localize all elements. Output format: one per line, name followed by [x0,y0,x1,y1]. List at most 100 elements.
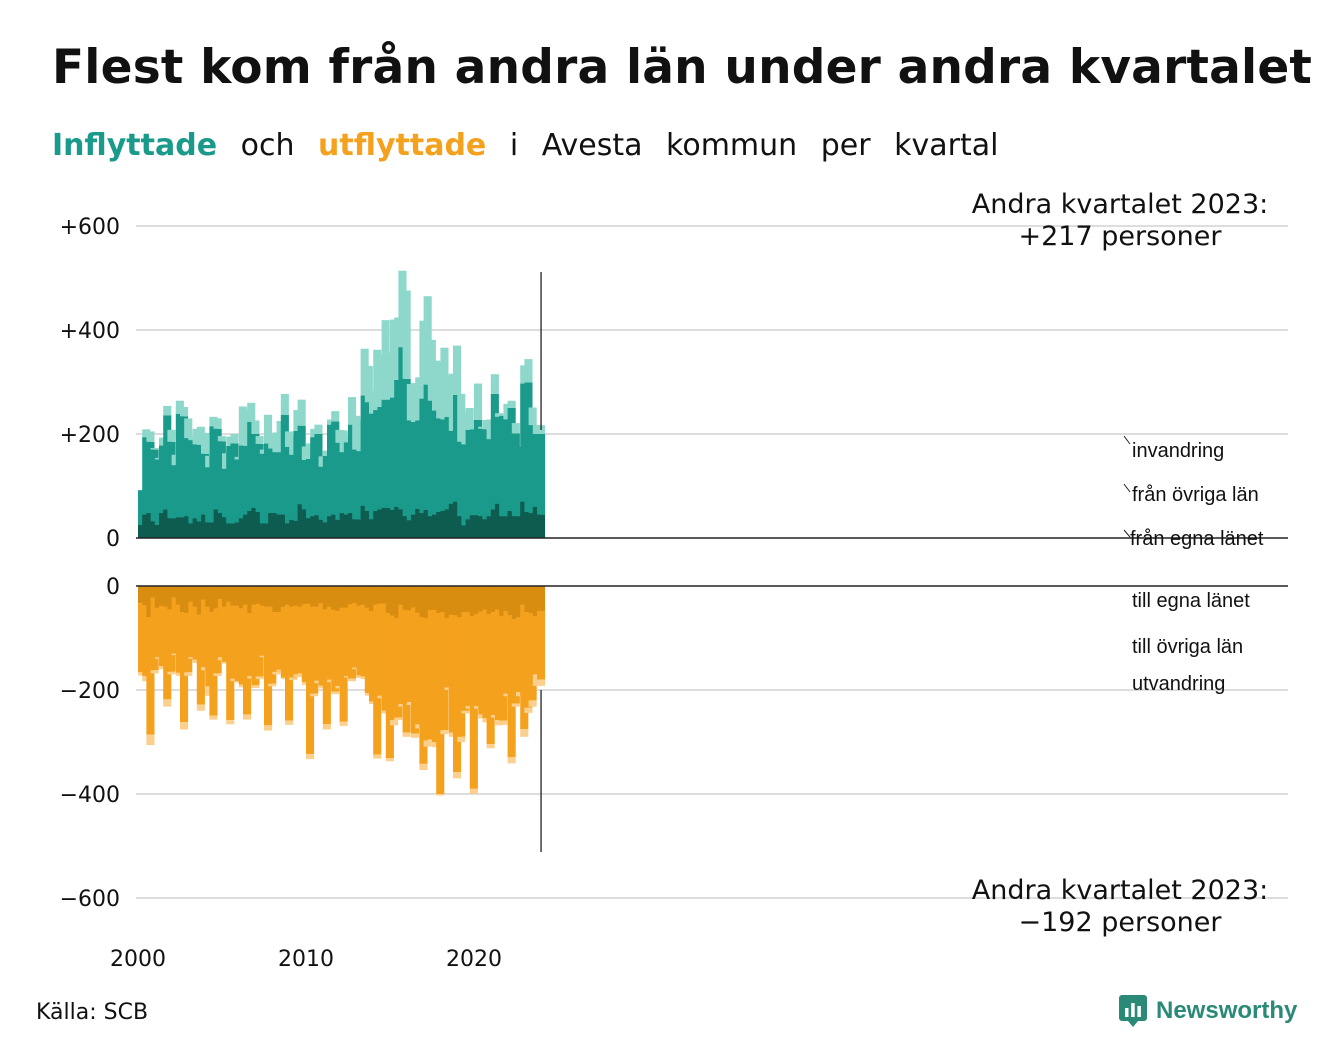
bar-in-own-county [209,522,218,538]
bar-emigration [163,699,172,707]
bar-emigration [243,714,252,720]
bar-immigration [259,449,268,454]
legend-out-other-county: till övriga län [1132,636,1243,658]
bar-immigration [402,290,411,379]
bar-emigration [184,672,193,676]
bar-in-other-county [373,410,382,511]
bar-in-other-county [230,443,239,524]
bar-immigration [465,408,474,430]
bar-in-other-county [469,429,478,516]
bar-immigration [272,432,281,453]
bar-out-own-county [524,586,533,612]
bar-immigration [486,419,495,440]
bar-in-own-county [201,514,210,538]
bar-out-own-county [306,586,315,604]
bar-in-own-county [381,507,390,538]
bar-out-own-county [482,586,491,610]
bar-emigration [499,720,508,725]
bar-in-own-county [507,510,516,538]
bar-out-own-county [268,586,277,607]
bar-in-other-county [175,413,184,518]
bar-emigration [490,714,499,718]
bar-in-own-county [142,514,151,538]
bar-out-other-county [348,604,357,679]
bar-out-other-county [247,613,256,676]
bar-immigration [230,434,239,444]
bar-emigration [205,686,214,696]
bar-in-own-county [398,509,407,538]
bar-in-own-county [276,514,285,538]
bar-immigration [348,397,357,425]
bar-immigration [499,414,508,416]
bar-emigration [154,657,163,659]
brand-name: Newsworthy [1156,997,1298,1024]
bar-emigration [385,758,394,762]
bar-in-own-county [537,514,546,538]
bar-emigration [150,670,159,674]
bar-immigration [167,429,176,442]
bar-in-other-county [411,422,420,515]
bar-emigration [348,678,357,682]
bar-out-own-county [264,586,273,607]
bar-in-own-county [322,522,331,538]
bar-out-own-county [415,586,424,613]
bar-in-own-county [532,506,541,538]
bar-in-own-county [192,518,201,538]
bar-out-other-county [381,603,390,711]
bar-emigration [469,788,478,794]
legend-in-other-county: från övriga län [1132,484,1259,506]
bar-in-own-county [516,516,525,538]
bar-emigration [331,691,340,695]
bar-in-other-county [465,429,474,520]
bar-in-own-county [339,513,348,538]
bar-in-own-county [520,501,529,538]
bar-emigration [402,732,411,737]
bar-out-own-county [364,586,373,608]
bar-out-other-county [314,606,323,681]
bar-out-other-county [440,612,449,731]
bar-immigration [226,436,235,446]
bar-in-own-county [390,509,399,538]
bar-out-own-county [423,586,432,619]
bar-emigration [293,674,302,677]
bar-emigration [314,680,323,684]
bar-in-other-county [331,421,340,515]
bar-immigration [478,426,487,429]
bar-immigration [314,424,323,434]
bar-immigration [490,374,499,394]
bar-immigration [343,434,352,443]
legend-out-own-county: till egna länet [1132,590,1250,612]
bar-immigration [243,409,252,446]
bar-immigration [432,360,441,411]
bar-out-other-county [339,607,348,722]
bar-out-own-county [499,586,508,617]
bar-emigration [201,667,210,671]
bar-emigration [423,740,432,747]
bar-in-other-county [280,414,289,515]
bar-in-other-county [327,424,336,517]
bar-out-own-county [209,586,218,612]
bar-emigration [436,794,445,796]
bar-out-other-county [297,606,306,674]
bar-out-other-county [486,614,495,745]
bar-out-own-county [226,586,235,602]
bar-in-other-county [251,434,260,508]
bar-in-other-county [285,447,294,524]
bar-out-own-county [377,586,386,604]
bar-out-own-county [461,586,470,612]
bar-emigration [306,753,315,760]
bar-in-other-county [196,444,205,522]
bar-emigration [301,682,310,685]
bar-emigration [427,739,436,744]
bar-out-other-county [259,605,268,656]
legend-leader [1123,483,1131,493]
bar-out-other-county [373,604,382,755]
bar-in-other-county [381,399,390,508]
bar-in-other-county [339,452,348,514]
bar-emigration [411,733,420,738]
bar-out-other-county [352,603,361,668]
bar-in-other-county [499,415,508,517]
bar-in-own-county [461,525,470,538]
bar-out-own-county [427,586,436,610]
y-tick-label: −400 [60,783,120,808]
